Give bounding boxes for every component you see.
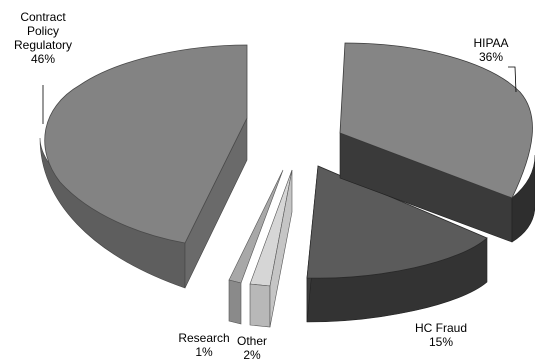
label-research-value: 1% bbox=[195, 345, 213, 359]
label-research: Research 1% bbox=[174, 331, 234, 359]
label-research-name: Research bbox=[178, 331, 230, 345]
label-hipaa: HIPAA 36% bbox=[466, 36, 516, 64]
slice-contract-policy-regulatory bbox=[39, 44, 248, 289]
label-other-name: Other bbox=[236, 334, 267, 348]
label-other-value: 2% bbox=[243, 348, 261, 362]
label-contract-value: 46% bbox=[30, 52, 56, 66]
slice-other bbox=[249, 169, 293, 328]
slice-hc-fraud bbox=[306, 165, 488, 323]
slice-contract-top bbox=[44, 44, 248, 244]
label-hcfraud-name: HC Fraud bbox=[414, 321, 467, 335]
label-other: Other 2% bbox=[232, 334, 272, 362]
label-hc-fraud: HC Fraud 15% bbox=[405, 321, 477, 349]
slice-research-side bbox=[228, 279, 242, 325]
label-hcfraud-value: 15% bbox=[428, 335, 454, 349]
label-contract-line3: Regulatory bbox=[13, 38, 73, 52]
label-contract-line1: Contract bbox=[20, 10, 66, 24]
leader-line-hipaa bbox=[508, 66, 517, 93]
label-hipaa-value: 36% bbox=[478, 50, 504, 64]
slice-hipaa bbox=[339, 42, 535, 243]
slice-hcfraud-top bbox=[306, 165, 488, 279]
label-hipaa-name: HIPAA bbox=[473, 36, 509, 50]
slice-other-side-right bbox=[269, 169, 293, 328]
label-contract: Contract Policy Regulatory 46% bbox=[2, 10, 84, 66]
slice-other-side-left bbox=[249, 283, 271, 328]
slice-hipaa-top bbox=[339, 42, 533, 199]
label-contract-line2: Policy bbox=[26, 24, 59, 38]
slice-hipaa-side-outer bbox=[511, 154, 535, 243]
slice-research bbox=[228, 169, 284, 325]
